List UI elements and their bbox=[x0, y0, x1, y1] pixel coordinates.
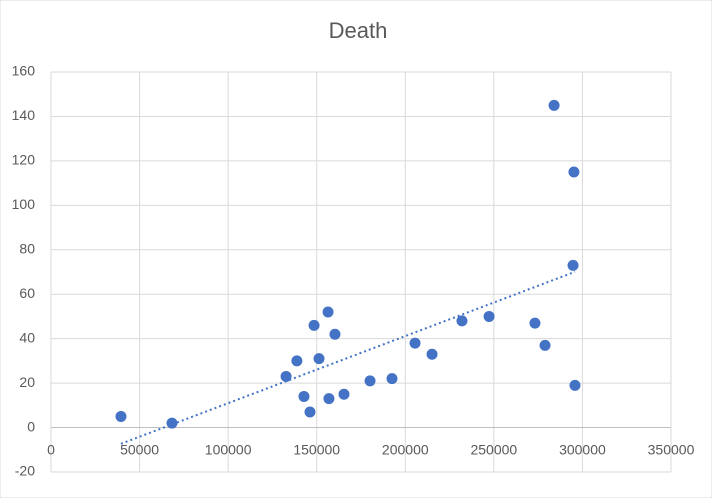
point bbox=[322, 306, 334, 318]
y-tick-label: 120 bbox=[12, 152, 36, 168]
x-tick-label: 100000 bbox=[205, 441, 252, 457]
point bbox=[483, 310, 495, 322]
point bbox=[329, 328, 341, 340]
point bbox=[456, 315, 468, 327]
y-tick-label: 160 bbox=[12, 63, 36, 79]
point bbox=[426, 348, 438, 360]
point bbox=[568, 166, 580, 178]
x-tick-label: 0 bbox=[47, 441, 55, 457]
point bbox=[115, 410, 127, 422]
x-tick-label: 200000 bbox=[382, 441, 429, 457]
point bbox=[539, 339, 551, 351]
point bbox=[548, 99, 560, 111]
point bbox=[409, 337, 421, 349]
y-tick-label: 140 bbox=[12, 107, 36, 123]
point bbox=[338, 388, 350, 400]
point bbox=[298, 390, 310, 402]
chart-title: Death bbox=[329, 18, 388, 43]
point bbox=[304, 406, 316, 418]
y-tick-label: 60 bbox=[19, 285, 35, 301]
x-tick-label: 150000 bbox=[293, 441, 340, 457]
trendline bbox=[120, 270, 576, 445]
point bbox=[308, 319, 320, 331]
y-tick-label: 20 bbox=[19, 374, 35, 390]
point bbox=[569, 379, 581, 391]
point bbox=[280, 370, 292, 382]
y-tick-label: -20 bbox=[15, 463, 35, 479]
y-tick-label: 100 bbox=[12, 196, 36, 212]
point bbox=[529, 317, 541, 329]
x-tick-label: 350000 bbox=[648, 441, 695, 457]
point bbox=[567, 259, 579, 271]
y-tick-label: 80 bbox=[19, 240, 35, 256]
point bbox=[291, 355, 303, 367]
x-tick-label: 50000 bbox=[120, 441, 159, 457]
point bbox=[364, 375, 376, 387]
point bbox=[313, 353, 325, 365]
point bbox=[166, 417, 178, 429]
y-tick-label: 0 bbox=[27, 418, 35, 434]
y-tick-label: 40 bbox=[19, 329, 35, 345]
point bbox=[386, 373, 398, 385]
x-tick-label: 300000 bbox=[559, 441, 606, 457]
point bbox=[323, 393, 335, 405]
x-tick-label: 250000 bbox=[470, 441, 517, 457]
